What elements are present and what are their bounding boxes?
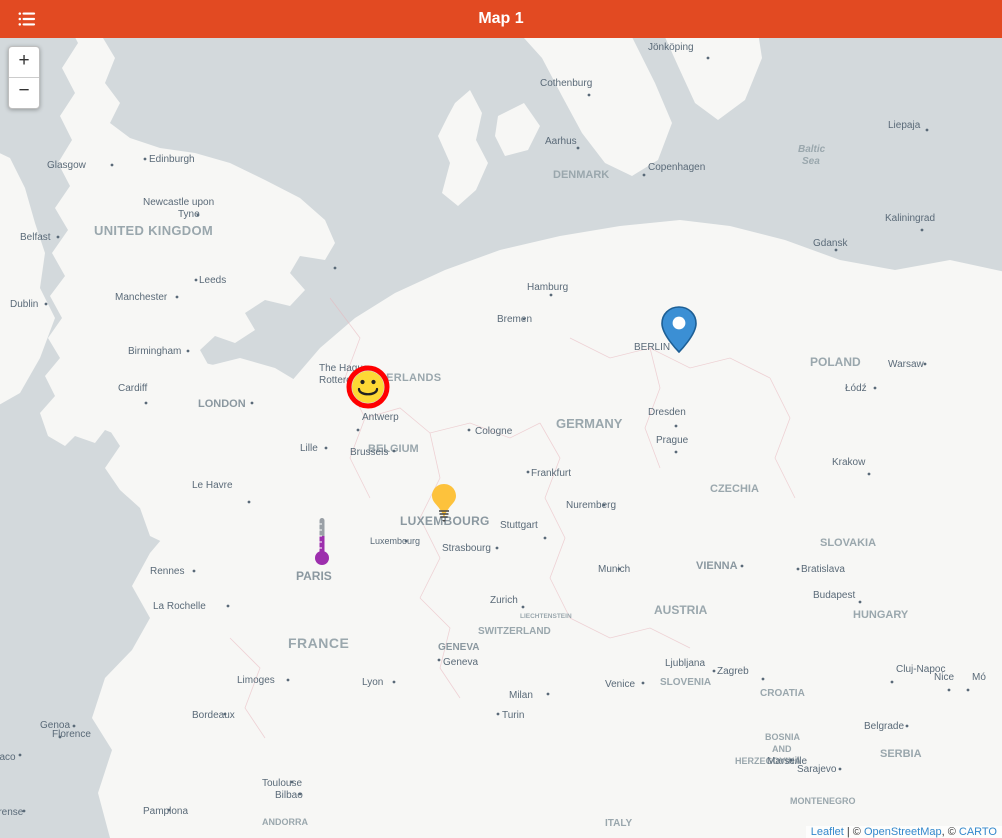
svg-text:Budapest: Budapest <box>813 590 855 601</box>
svg-text:UNITED KINGDOM: UNITED KINGDOM <box>94 223 213 238</box>
svg-text:Rennes: Rennes <box>150 566 184 577</box>
svg-text:Nuremberg: Nuremberg <box>566 500 616 511</box>
svg-text:Brussels: Brussels <box>350 447 388 458</box>
svg-text:GENEVA: GENEVA <box>438 642 480 653</box>
svg-text:Gdansk: Gdansk <box>813 238 848 249</box>
svg-text:Sarajevo: Sarajevo <box>797 764 837 775</box>
svg-text:Stuttgart: Stuttgart <box>500 520 538 531</box>
svg-text:Pamplona: Pamplona <box>143 806 188 817</box>
svg-text:Luxembourg: Luxembourg <box>370 536 420 546</box>
svg-text:Florence: Florence <box>52 729 91 740</box>
svg-text:Warsaw: Warsaw <box>888 359 925 370</box>
svg-text:ITALY: ITALY <box>605 818 633 829</box>
svg-text:SWITZERLAND: SWITZERLAND <box>478 626 551 637</box>
svg-text:Bilbao: Bilbao <box>275 790 303 801</box>
svg-text:Strasbourg: Strasbourg <box>442 543 491 554</box>
svg-text:SLOVAKIA: SLOVAKIA <box>820 537 876 549</box>
svg-text:Zurich: Zurich <box>490 595 518 606</box>
svg-text:LONDON: LONDON <box>198 398 246 410</box>
svg-text:Edinburgh: Edinburgh <box>149 154 195 165</box>
svg-text:CROATIA: CROATIA <box>760 688 805 699</box>
svg-text:HUNGARY: HUNGARY <box>853 609 909 621</box>
svg-text:Kaliningrad: Kaliningrad <box>885 213 935 224</box>
svg-text:Nice: Nice <box>934 672 954 683</box>
svg-text:Lyon: Lyon <box>362 677 383 688</box>
svg-text:Dublin: Dublin <box>10 299 38 310</box>
svg-text:AUSTRIA: AUSTRIA <box>654 603 708 617</box>
svg-text:Le Havre: Le Havre <box>192 480 233 491</box>
svg-text:Turin: Turin <box>502 710 524 721</box>
svg-text:Belfast: Belfast <box>20 232 51 243</box>
svg-text:Cothenburg: Cothenburg <box>540 78 592 89</box>
svg-text:Aarhus: Aarhus <box>545 136 577 147</box>
svg-text:Munich: Munich <box>598 564 630 575</box>
svg-text:POLAND: POLAND <box>810 355 861 369</box>
svg-text:Ljubljana: Ljubljana <box>665 658 705 669</box>
svg-text:Liepaja: Liepaja <box>888 120 921 131</box>
svg-text:Cardiff: Cardiff <box>118 383 147 394</box>
svg-text:Baltic: Baltic <box>798 144 826 155</box>
svg-text:GERMANY: GERMANY <box>556 416 623 431</box>
svg-text:CZECHIA: CZECHIA <box>710 483 759 495</box>
svg-text:Glasgow: Glasgow <box>47 160 87 171</box>
svg-text:Lille: Lille <box>300 443 318 454</box>
svg-text:Frankfurt: Frankfurt <box>531 468 571 479</box>
svg-text:BOSNIA: BOSNIA <box>765 732 801 742</box>
svg-text:Dresden: Dresden <box>648 407 686 418</box>
svg-text:Geneva: Geneva <box>443 657 478 668</box>
svg-text:Manchester: Manchester <box>115 292 168 303</box>
svg-text:Krakow: Krakow <box>832 457 866 468</box>
svg-text:Monaco: Monaco <box>0 752 16 763</box>
svg-text:SLOVENIA: SLOVENIA <box>660 677 711 688</box>
svg-text:Cologne: Cologne <box>475 426 513 437</box>
svg-text:Mó: Mó <box>972 672 986 683</box>
svg-text:Sea: Sea <box>802 156 820 167</box>
svg-text:Jönköping: Jönköping <box>648 42 694 53</box>
svg-text:La Rochelle: La Rochelle <box>153 601 206 612</box>
svg-text:AND: AND <box>772 744 792 754</box>
svg-text:Zagreb: Zagreb <box>717 666 749 677</box>
svg-text:Antwerp: Antwerp <box>362 412 399 423</box>
svg-text:ANDORRA: ANDORRA <box>262 817 308 827</box>
svg-text:Milan: Milan <box>509 690 533 701</box>
svg-text:VIENNA: VIENNA <box>696 560 738 572</box>
svg-text:Belgrade: Belgrade <box>864 721 904 732</box>
svg-text:Ourense: Ourense <box>0 807 24 818</box>
svg-text:Bremen: Bremen <box>497 314 532 325</box>
svg-text:Toulouse: Toulouse <box>262 778 302 789</box>
svg-text:DENMARK: DENMARK <box>553 169 609 181</box>
svg-text:LIECHTENSTEIN: LIECHTENSTEIN <box>520 613 572 620</box>
svg-text:Leeds: Leeds <box>199 275 226 286</box>
svg-text:Hamburg: Hamburg <box>527 282 568 293</box>
svg-text:Copenhagen: Copenhagen <box>648 162 705 173</box>
svg-text:Tyne: Tyne <box>178 209 200 220</box>
svg-text:FRANCE: FRANCE <box>288 635 349 651</box>
svg-text:Limoges: Limoges <box>237 675 275 686</box>
svg-text:Łódź: Łódź <box>845 383 867 394</box>
svg-text:Bratislava: Bratislava <box>801 564 845 575</box>
svg-text:Newcastle upon: Newcastle upon <box>143 197 214 208</box>
svg-text:Venice: Venice <box>605 679 635 690</box>
svg-text:Prague: Prague <box>656 435 689 446</box>
svg-text:Birmingham: Birmingham <box>128 346 181 357</box>
svg-text:Bordeaux: Bordeaux <box>192 710 235 721</box>
svg-text:SERBIA: SERBIA <box>880 748 922 760</box>
svg-text:MONTENEGRO: MONTENEGRO <box>790 796 856 806</box>
